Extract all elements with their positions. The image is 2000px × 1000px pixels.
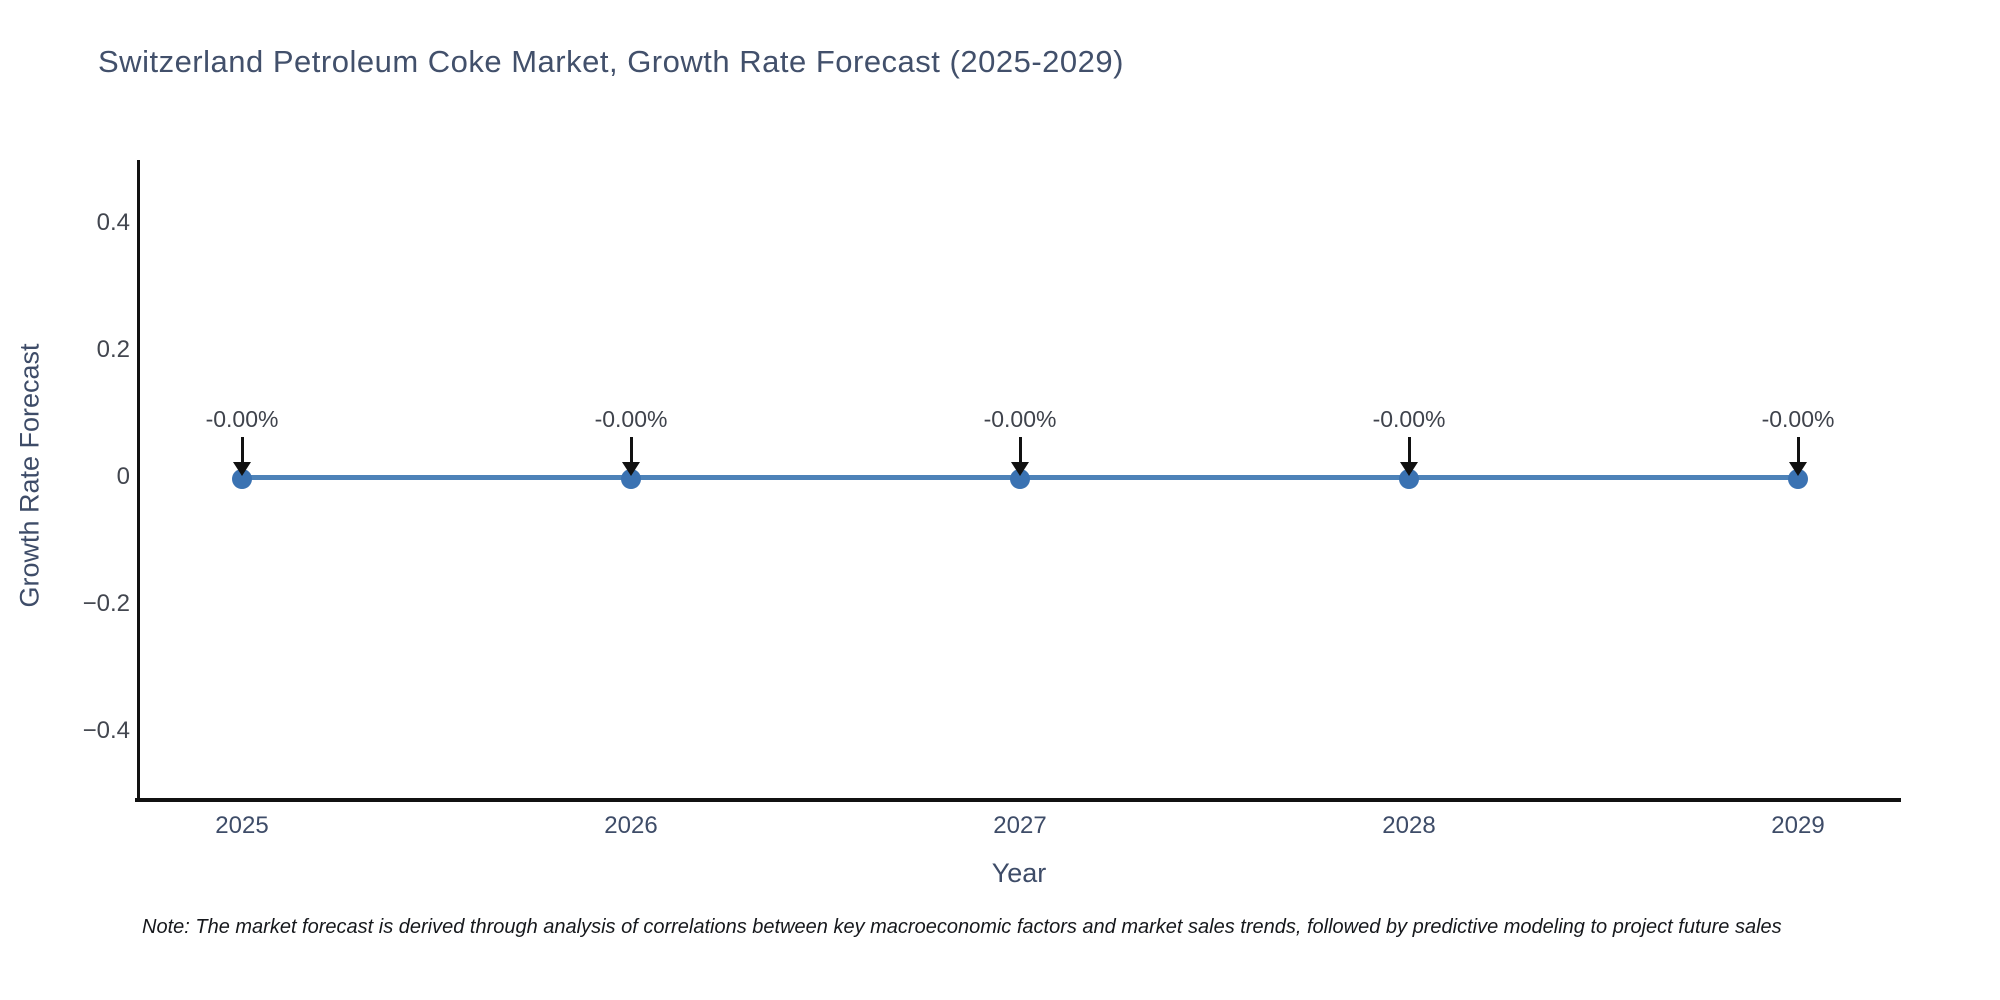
annotation-arrow-head bbox=[233, 462, 251, 476]
data-point-label: -0.00% bbox=[594, 406, 668, 432]
x-tick-label: 2028 bbox=[1382, 812, 1436, 839]
data-point-label: -0.00% bbox=[1372, 406, 1446, 432]
data-point-label: -0.00% bbox=[205, 406, 279, 432]
y-tick-label: 0.4 bbox=[96, 209, 130, 236]
x-tick-label: 2026 bbox=[604, 812, 658, 839]
x-axis-line bbox=[135, 798, 1901, 802]
footnote: Note: The market forecast is derived thr… bbox=[142, 916, 1782, 938]
annotation-arrow-stem bbox=[240, 437, 244, 465]
x-tick-label: 2029 bbox=[1771, 812, 1825, 839]
y-tick-label: 0.2 bbox=[96, 336, 130, 363]
annotation-arrow-stem bbox=[629, 437, 633, 465]
annotation-arrow-stem bbox=[1796, 437, 1800, 465]
y-tick-label: −0.2 bbox=[82, 590, 130, 617]
annotation-arrow-head bbox=[1011, 462, 1029, 476]
y-axis-line bbox=[137, 160, 140, 802]
chart-title: Switzerland Petroleum Coke Market, Growt… bbox=[98, 44, 1124, 79]
data-point-label: -0.00% bbox=[983, 406, 1057, 432]
annotation-arrow-head bbox=[1400, 462, 1418, 476]
data-point-label: -0.00% bbox=[1761, 406, 1835, 432]
annotation-arrow-stem bbox=[1018, 437, 1022, 465]
y-tick-label: 0 bbox=[116, 463, 130, 490]
x-tick-label: 2025 bbox=[215, 812, 269, 839]
annotation-arrow-stem bbox=[1407, 437, 1411, 465]
annotation-arrow-head bbox=[1789, 462, 1807, 476]
x-tick-label: 2027 bbox=[993, 812, 1047, 839]
y-tick-label: −0.4 bbox=[82, 717, 130, 744]
annotation-arrow-head bbox=[622, 462, 640, 476]
x-axis-title: Year bbox=[991, 858, 1047, 888]
